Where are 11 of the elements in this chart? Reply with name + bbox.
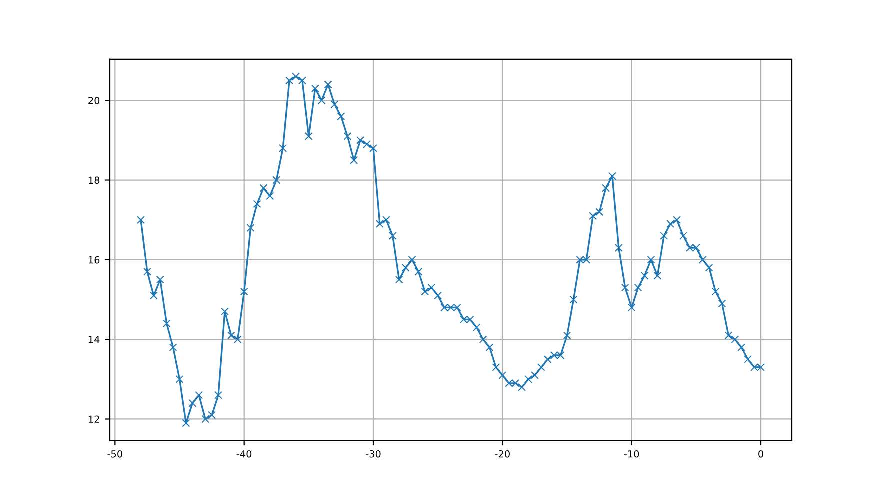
x-tick-label: -20 xyxy=(495,450,510,458)
y-tick-label: 20 xyxy=(88,97,100,104)
y-tick-label: 16 xyxy=(88,256,100,264)
x-tick-label: 0 xyxy=(758,450,764,458)
y-tick-label: 18 xyxy=(88,176,100,184)
y-tick-label: 14 xyxy=(88,336,100,344)
x-tick-label: -30 xyxy=(366,450,381,458)
x-tick-label: -50 xyxy=(108,450,122,458)
x-tick-label: -10 xyxy=(624,450,640,458)
y-tick-label: 12 xyxy=(88,416,100,423)
x-tick-label: -40 xyxy=(236,450,252,458)
